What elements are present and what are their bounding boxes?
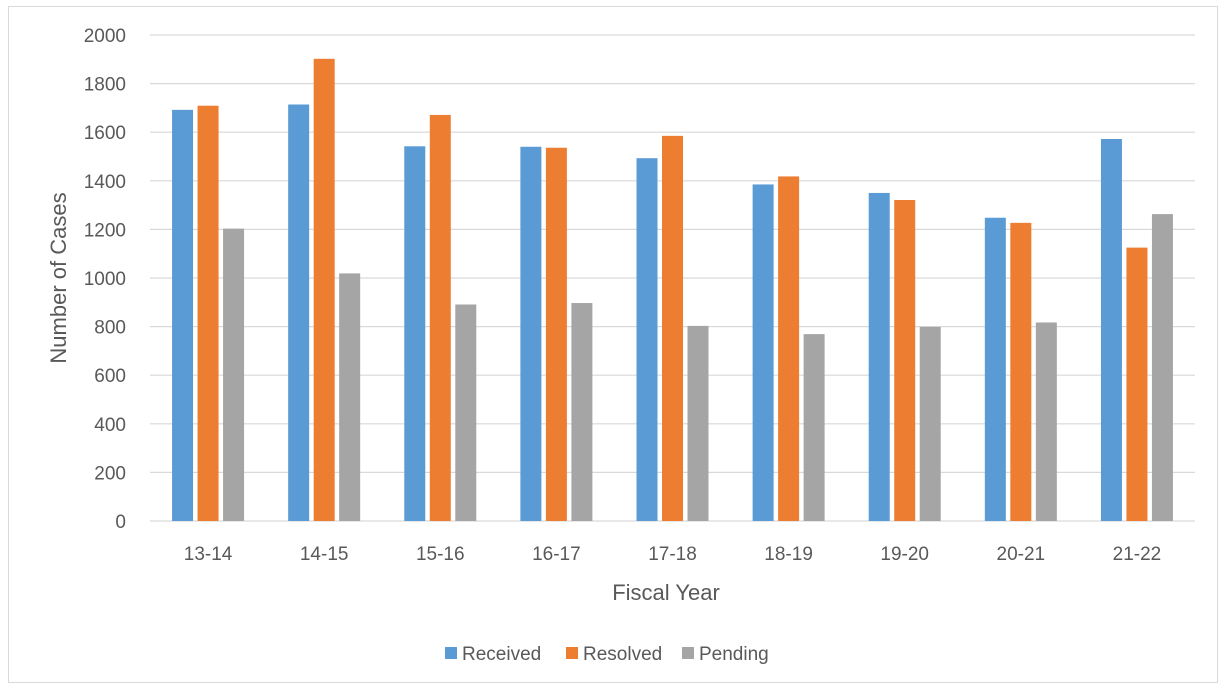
x-tick-label: 21-22 [1113, 544, 1162, 565]
bar-resolved-14-15 [313, 58, 335, 522]
y-tick-label: 400 [94, 415, 126, 436]
legend-swatch-pending [682, 647, 694, 659]
bar-pending-16-17 [571, 303, 593, 521]
bar-received-14-15 [288, 104, 310, 522]
bar-resolved-19-20 [894, 199, 916, 521]
bar-pending-13-14 [223, 228, 245, 521]
legend-swatch-received [445, 647, 457, 659]
bar-resolved-17-18 [662, 135, 683, 521]
x-tick-label: 14-15 [300, 544, 349, 565]
y-tick-label: 2000 [84, 26, 126, 47]
bar-received-17-18 [636, 158, 658, 522]
x-tick-label: 18-19 [764, 544, 813, 565]
bar-resolved-15-16 [429, 114, 451, 522]
y-tick-label: 0 [115, 512, 126, 533]
bar-pending-14-15 [339, 273, 361, 521]
y-axis-ticks: 0 200 400 600 800 1000 1200 1400 1600 1800 2000 [84, 26, 126, 533]
y-tick-label: 1400 [84, 172, 126, 193]
legend-label-resolved: Resolved [583, 644, 662, 665]
bars [172, 58, 1173, 522]
x-tick-label: 17-18 [648, 544, 697, 565]
bar-resolved-13-14 [197, 105, 219, 521]
bar-pending-19-20 [919, 326, 941, 521]
legend-label-pending: Pending [699, 644, 769, 665]
legend-swatch-resolved [566, 647, 578, 659]
y-tick-label: 1000 [84, 269, 126, 290]
y-tick-label: 1200 [84, 220, 126, 241]
y-tick-label: 1600 [84, 123, 126, 144]
bar-pending-15-16 [455, 304, 477, 521]
bar-received-20-21 [984, 217, 1006, 521]
bar-resolved-20-21 [1010, 222, 1032, 522]
bar-received-13-14 [172, 109, 194, 522]
x-tick-label: 13-14 [184, 544, 233, 565]
bar-received-19-20 [868, 192, 890, 521]
bar-resolved-18-19 [778, 176, 800, 521]
legend-label-received: Received [462, 644, 541, 665]
x-axis-title: Fiscal Year [612, 580, 720, 605]
y-tick-label: 800 [94, 318, 126, 339]
legend: Received Resolved Pending [445, 644, 769, 665]
bar-pending-20-21 [1035, 322, 1057, 521]
bar-received-18-19 [752, 184, 774, 521]
bar-received-16-17 [520, 146, 542, 521]
bar-received-21-22 [1100, 139, 1122, 521]
y-axis-title: Number of Cases [46, 192, 71, 363]
bar-received-15-16 [404, 146, 426, 521]
y-tick-label: 200 [94, 463, 126, 484]
x-axis-ticks: 13-14 14-15 15-16 16-17 17-18 18-19 19-20 20-21… [184, 544, 1161, 565]
bar-resolved-21-22 [1126, 247, 1148, 521]
x-tick-label: 19-20 [880, 544, 929, 565]
x-tick-label: 20-21 [997, 544, 1046, 565]
bar-resolved-16-17 [545, 147, 567, 521]
x-tick-label: 15-16 [416, 544, 465, 565]
x-tick-label: 16-17 [532, 544, 581, 565]
y-tick-label: 600 [94, 366, 126, 387]
bar-pending-21-22 [1151, 214, 1173, 521]
bar-pending-18-19 [803, 334, 825, 521]
y-tick-label: 1800 [84, 75, 126, 96]
bar-pending-17-18 [687, 325, 709, 521]
